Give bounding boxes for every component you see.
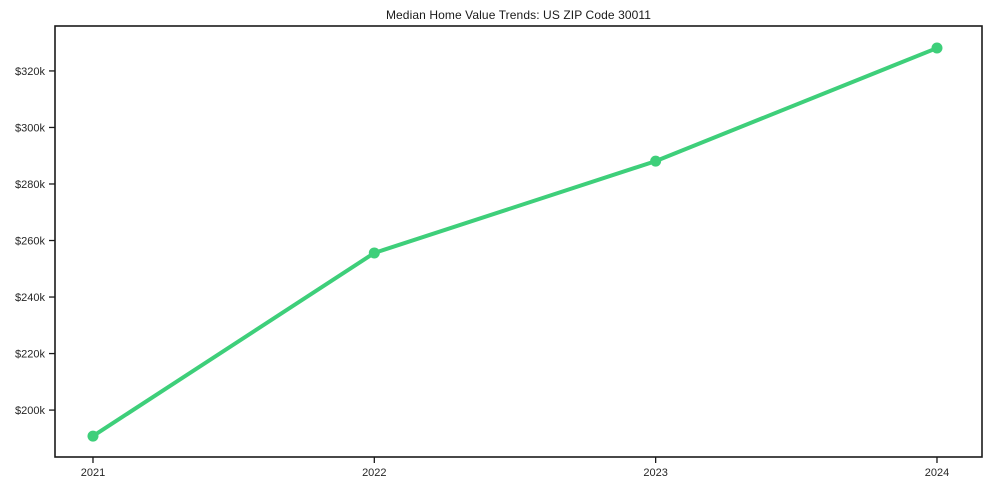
x-tick-label: 2021 bbox=[81, 467, 105, 479]
y-tick-label: $320k bbox=[15, 66, 45, 78]
data-point-marker bbox=[87, 430, 99, 442]
data-point-marker bbox=[368, 247, 380, 259]
data-point-marker bbox=[931, 42, 943, 54]
y-tick-label: $280k bbox=[15, 179, 45, 191]
y-tick-label: $240k bbox=[15, 292, 45, 304]
data-point-marker bbox=[650, 155, 662, 167]
x-tick-label: 2022 bbox=[362, 467, 386, 479]
y-tick-label: $200k bbox=[15, 405, 45, 417]
x-tick-label: 2023 bbox=[643, 467, 667, 479]
y-tick-label: $260k bbox=[15, 236, 45, 248]
chart-title: Median Home Value Trends: US ZIP Code 30… bbox=[385, 8, 652, 22]
series-line bbox=[90, 46, 939, 439]
x-tick-label: 2024 bbox=[925, 467, 949, 479]
plot-border bbox=[54, 25, 983, 458]
y-tick-label: $220k bbox=[15, 349, 45, 361]
y-tick-label: $300k bbox=[15, 122, 45, 134]
